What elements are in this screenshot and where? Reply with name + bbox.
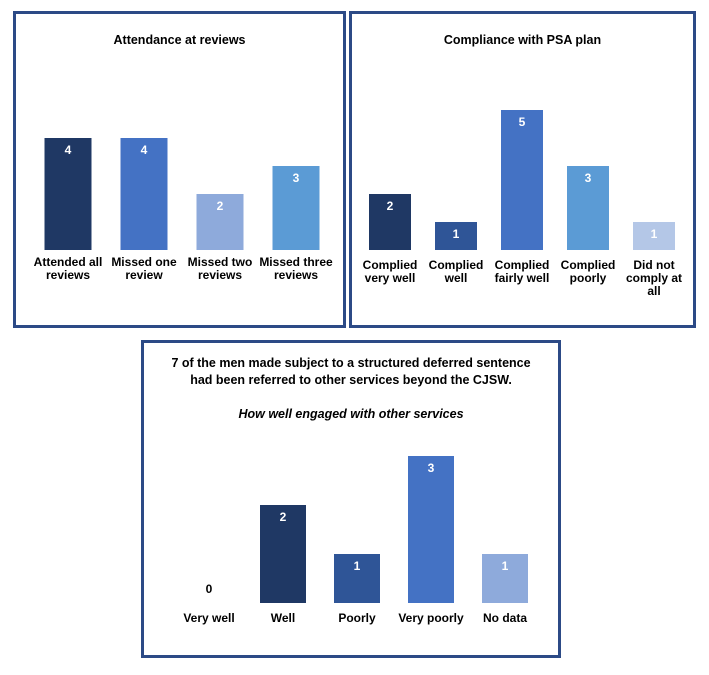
bar: [435, 222, 477, 250]
bar: [633, 222, 675, 250]
bar: [272, 166, 320, 250]
data-label: 3: [585, 171, 592, 185]
bar: [196, 194, 244, 250]
bar: [482, 554, 528, 603]
category-label: fairly well: [495, 271, 550, 285]
data-label: 1: [502, 559, 509, 573]
data-label: 2: [280, 510, 287, 524]
category-label: reviews: [198, 268, 242, 282]
data-label: 3: [428, 461, 435, 475]
data-label: 1: [354, 559, 361, 573]
category-label: well: [444, 271, 468, 285]
data-label: 4: [65, 143, 72, 157]
engagement-chart: 0 Very well 2 Well 1 Poorly 3 Very poorly 1 No da…: [183, 456, 528, 625]
category-label: Missed two: [188, 255, 253, 269]
category-label: Poorly: [338, 611, 376, 625]
category-label: comply at: [626, 271, 682, 285]
category-label: Did not: [633, 258, 674, 272]
category-label: No data: [483, 611, 527, 625]
data-label: 1: [453, 227, 460, 241]
category-label: poorly: [570, 271, 607, 285]
category-label: Complied: [363, 258, 418, 272]
data-label: 2: [387, 199, 394, 213]
category-label: Complied: [495, 258, 550, 272]
bar: [260, 505, 306, 603]
data-label: 5: [519, 115, 526, 129]
bar: [334, 554, 380, 603]
data-label: 1: [651, 227, 658, 241]
data-label: 0: [206, 582, 213, 596]
chart-subtitle: How well engaged with other services: [238, 407, 464, 421]
chart-title: Compliance with PSA plan: [443, 33, 602, 47]
data-label: 4: [141, 143, 148, 157]
category-label: Attended all: [34, 255, 103, 269]
engagement-panel: 7 of the men made subject to a structure…: [141, 340, 561, 658]
bar: [120, 138, 168, 250]
attendance-panel: Attendance at reviews 4 Attended all revie…: [13, 11, 346, 328]
data-label: 2: [217, 199, 224, 213]
category-label: Complied: [561, 258, 616, 272]
chart-title-line-2: had been referred to other services beyo…: [190, 373, 512, 387]
category-label: Missed three: [259, 255, 333, 269]
bar: [44, 138, 92, 250]
category-label: Complied: [429, 258, 484, 272]
category-label: very well: [365, 271, 416, 285]
category-label: Well: [271, 611, 295, 625]
data-label: 3: [293, 171, 300, 185]
bar: [567, 166, 609, 250]
chart-title: Attendance at reviews: [113, 33, 246, 47]
compliance-panel: Compliance with PSA plan 2 Complied very w…: [349, 11, 696, 328]
category-label: all: [647, 284, 660, 298]
bar: [369, 194, 411, 250]
category-label: reviews: [46, 268, 90, 282]
category-label: Very well: [183, 611, 234, 625]
category-label: reviews: [274, 268, 318, 282]
category-label: review: [125, 268, 163, 282]
bar: [408, 456, 454, 603]
bar: [501, 110, 543, 250]
category-label: Missed one: [111, 255, 177, 269]
category-label: Very poorly: [398, 611, 464, 625]
chart-title-line-1: 7 of the men made subject to a structure…: [171, 356, 531, 370]
